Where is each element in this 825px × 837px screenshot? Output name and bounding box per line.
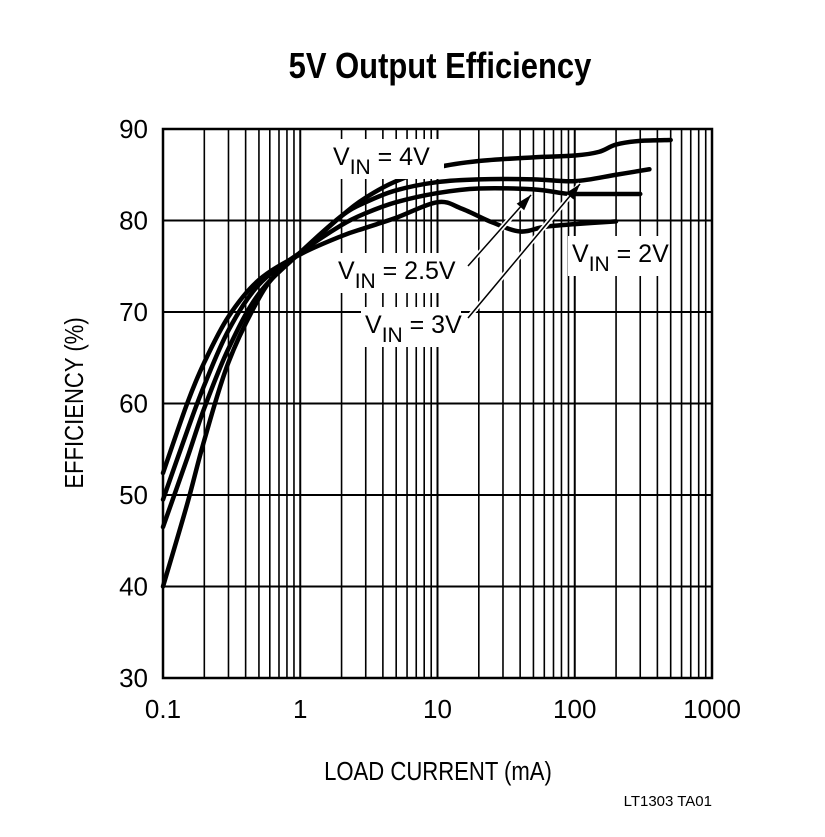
x-tick-label: 0.1: [145, 694, 181, 724]
series-line: [160, 137, 673, 589]
series-label: VIN = 2.5V: [338, 257, 456, 293]
series-label-background: [334, 253, 464, 293]
series-line: [160, 167, 652, 530]
series-line: [160, 186, 643, 502]
y-tick-label: 40: [119, 572, 148, 602]
y-tick-label: 80: [119, 206, 148, 236]
arrow-head: [516, 195, 531, 211]
series-label-background: [329, 139, 444, 179]
x-tick-label: 1: [293, 694, 307, 724]
series-label: VIN = 4V: [333, 143, 430, 179]
arrow-line: [467, 183, 581, 319]
y-tick-label: 90: [119, 114, 148, 144]
x-axis-label: LOAD CURRENT (mA): [324, 757, 552, 786]
annotations: VIN = 4V VIN = 3V VIN = 2.5V VIN = 2V: [329, 139, 669, 347]
y-tick-label: 70: [119, 297, 148, 327]
series-label: VIN = 2V: [572, 240, 669, 276]
chart-title: 5V Output Efficiency: [289, 47, 592, 87]
y-tick-label: 30: [119, 663, 148, 693]
x-tick-label: 1000: [683, 694, 741, 724]
series-line: [160, 199, 619, 476]
tick-labels: 0.1 1 10 100 1000 30 40 50 60 70 80 90: [119, 114, 741, 724]
y-tick-label: 50: [119, 480, 148, 510]
series-label-background: [568, 236, 664, 276]
y-axis-label: EFFICIENCY (%): [60, 317, 89, 488]
y-tick-label: 60: [119, 389, 148, 419]
plot-frame: [161, 127, 714, 680]
x-tick-label: 100: [553, 694, 596, 724]
series-curves: [160, 137, 673, 589]
series-label: VIN = 3V: [365, 311, 462, 347]
figure-code: LT1303 TA01: [624, 793, 712, 810]
series-label-background: [361, 307, 461, 347]
arrow-head: [565, 184, 580, 200]
x-tick-label: 10: [423, 694, 452, 724]
grid: [161, 127, 714, 680]
